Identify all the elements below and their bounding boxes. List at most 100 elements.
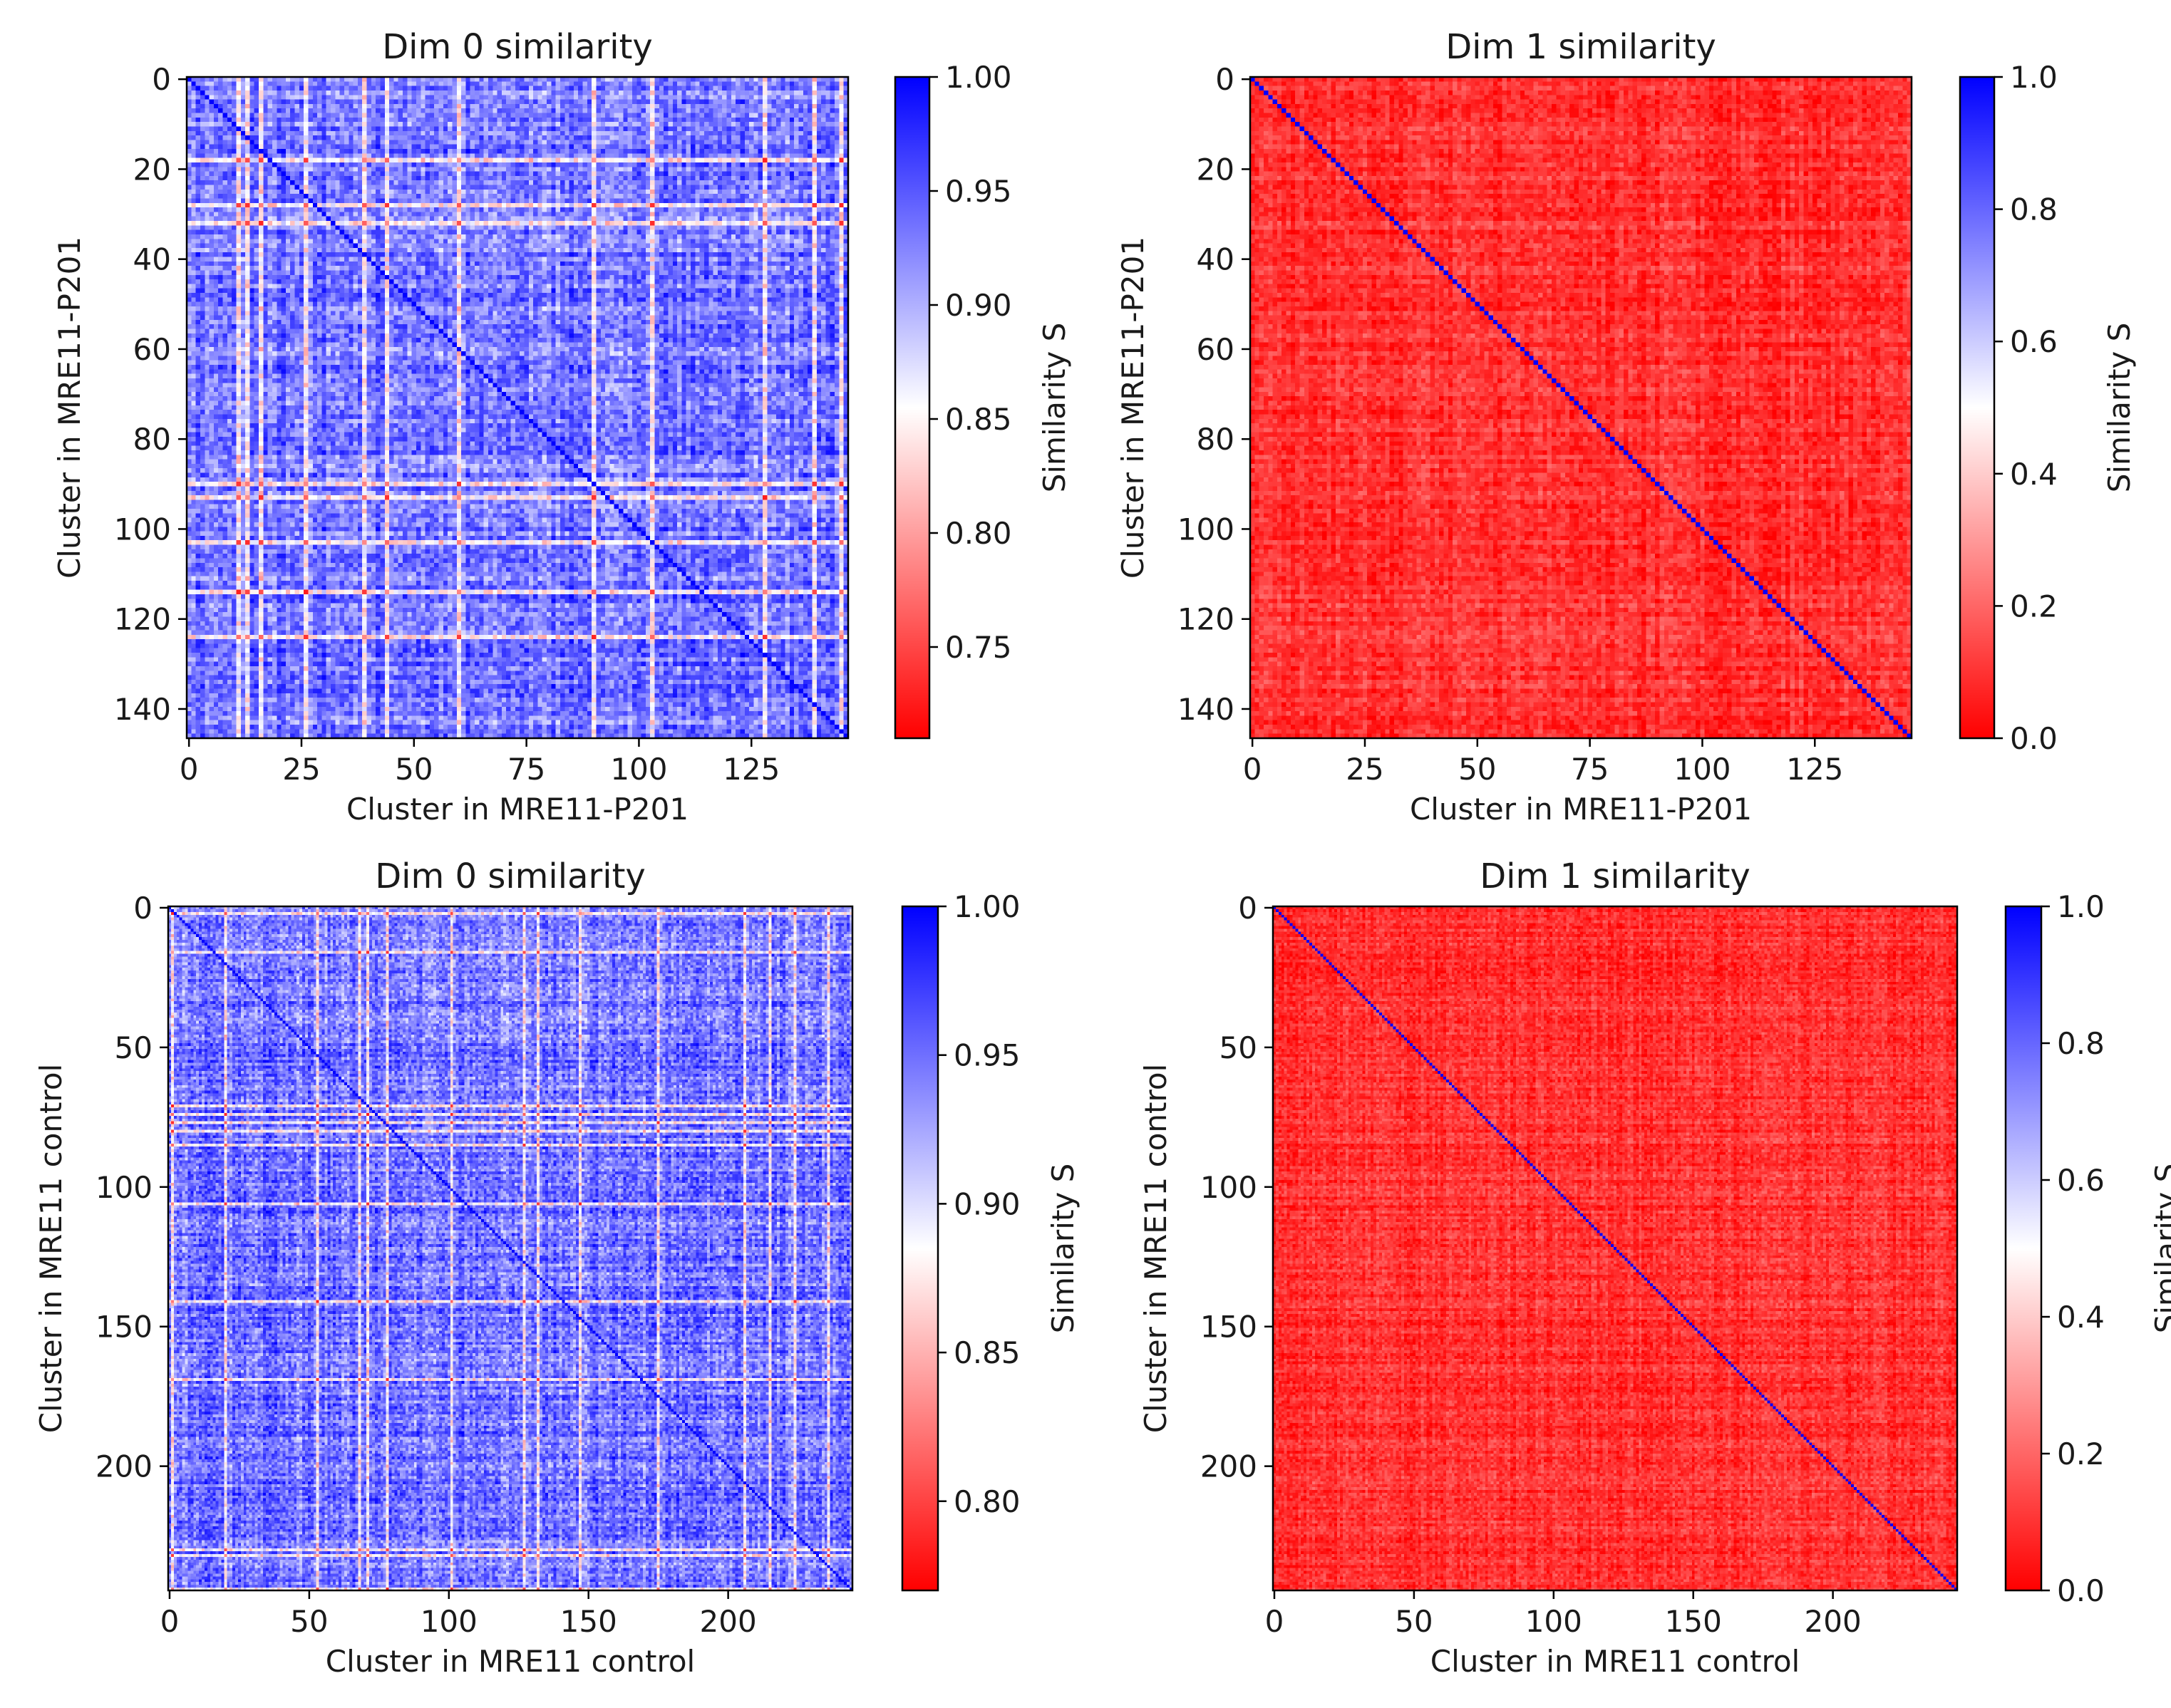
colorbar-label: Similarity S bbox=[2149, 1164, 2171, 1334]
y-tick-label: 60 bbox=[1197, 332, 1234, 367]
colorbar-tick-label: 1.0 bbox=[2057, 889, 2105, 924]
y-tick-label: 40 bbox=[1197, 242, 1234, 277]
colorbar-tick-label: 1.00 bbox=[954, 889, 1021, 924]
chart-title: Dim 1 similarity bbox=[1445, 27, 1716, 67]
colorbar-tick-label: 1.00 bbox=[945, 60, 1012, 95]
x-tick-label: 0 bbox=[1265, 1604, 1284, 1639]
colorbar-tick-label: 0.95 bbox=[954, 1038, 1021, 1073]
x-tick-label: 0 bbox=[160, 1604, 180, 1639]
colorbar-tick-label: 0.0 bbox=[2010, 721, 2058, 756]
chart-title: Dim 1 similarity bbox=[1480, 856, 1750, 896]
heatmap-panel-2: Dim 0 similarity 0 50 100 150 200 0 50 100 150 200… bbox=[33, 856, 1081, 1679]
y-tick-label: 20 bbox=[133, 152, 171, 187]
x-tick-label: 25 bbox=[282, 752, 320, 787]
heatmap-cells bbox=[1250, 77, 1912, 738]
x-tick-label: 200 bbox=[700, 1604, 757, 1639]
colorbar-tick-label: 0.0 bbox=[2057, 1573, 2105, 1608]
colorbar-tick-label: 0.2 bbox=[2010, 589, 2058, 623]
heatmap-panel-1: Dim 1 similarity 0 25 50 75 100 125 0 20 40 60 80 10… bbox=[1115, 27, 2137, 827]
y-tick-label: 140 bbox=[114, 692, 171, 727]
x-axis-label: Cluster in MRE11-P201 bbox=[346, 792, 689, 827]
y-tick-label: 150 bbox=[1200, 1310, 1257, 1345]
colorbar-tick-label: 0.80 bbox=[945, 516, 1012, 551]
x-tick-label: 0 bbox=[1243, 752, 1262, 787]
x-axis-label: Cluster in MRE11-P201 bbox=[1410, 792, 1752, 827]
x-tick-label: 0 bbox=[180, 752, 199, 787]
heatmap-cells bbox=[187, 77, 848, 738]
heatmap-cells bbox=[1273, 906, 1957, 1590]
x-axis-label: Cluster in MRE11 control bbox=[326, 1644, 695, 1679]
x-tick-label: 50 bbox=[1395, 1604, 1433, 1639]
y-axis-label: Cluster in MRE11-P201 bbox=[1115, 237, 1150, 579]
y-tick-label: 0 bbox=[133, 891, 153, 926]
colorbar-label: Similarity S bbox=[1046, 1164, 1081, 1334]
x-tick-label: 75 bbox=[507, 752, 545, 787]
colorbar-tick-label: 0.6 bbox=[2057, 1163, 2105, 1198]
x-tick-label: 25 bbox=[1346, 752, 1383, 787]
colorbar-tick-label: 0.4 bbox=[2010, 457, 2058, 492]
x-tick-label: 125 bbox=[1786, 752, 1843, 787]
y-tick-label: 20 bbox=[1197, 152, 1234, 187]
colorbar-tick-label: 0.75 bbox=[945, 630, 1012, 665]
x-tick-label: 50 bbox=[290, 1604, 328, 1639]
heatmap-cells bbox=[168, 906, 852, 1590]
x-tick-label: 150 bbox=[560, 1604, 617, 1639]
y-tick-label: 50 bbox=[1219, 1030, 1257, 1065]
plot-frame bbox=[1272, 905, 1959, 1592]
chart-title: Dim 0 similarity bbox=[382, 27, 653, 67]
x-tick-label: 100 bbox=[421, 1604, 478, 1639]
y-tick-label: 60 bbox=[133, 332, 171, 367]
y-axis-label: Cluster in MRE11 control bbox=[1138, 1064, 1173, 1433]
y-tick-label: 50 bbox=[115, 1030, 153, 1065]
x-tick-label: 100 bbox=[1674, 752, 1731, 787]
y-tick-label: 100 bbox=[114, 512, 171, 547]
plot-frame bbox=[185, 76, 850, 740]
y-axis-label: Cluster in MRE11 control bbox=[33, 1064, 68, 1433]
colorbar-tick-label: 0.90 bbox=[945, 288, 1012, 323]
y-tick-label: 150 bbox=[96, 1310, 153, 1345]
y-axis-label: Cluster in MRE11-P201 bbox=[52, 237, 87, 579]
x-tick-label: 150 bbox=[1665, 1604, 1722, 1639]
x-tick-label: 100 bbox=[610, 752, 667, 787]
plot-frame bbox=[1249, 76, 1913, 740]
colorbar-label: Similarity S bbox=[1037, 323, 1072, 493]
y-tick-label: 100 bbox=[96, 1170, 153, 1205]
y-tick-label: 0 bbox=[1238, 891, 1257, 926]
y-tick-label: 100 bbox=[1177, 512, 1234, 547]
y-tick-label: 120 bbox=[114, 602, 171, 637]
colorbar bbox=[894, 76, 931, 740]
y-tick-label: 200 bbox=[96, 1449, 153, 1484]
y-tick-label: 40 bbox=[133, 242, 171, 277]
x-tick-label: 50 bbox=[395, 752, 433, 787]
x-axis-label: Cluster in MRE11 control bbox=[1430, 1644, 1800, 1679]
colorbar-tick-label: 0.8 bbox=[2010, 192, 2058, 227]
colorbar bbox=[2004, 905, 2043, 1592]
y-tick-label: 0 bbox=[1215, 62, 1234, 97]
colorbar-tick-label: 0.4 bbox=[2057, 1300, 2105, 1335]
chart-title: Dim 0 similarity bbox=[375, 856, 646, 896]
colorbar-tick-label: 0.85 bbox=[954, 1335, 1021, 1370]
x-tick-label: 100 bbox=[1525, 1604, 1582, 1639]
heatmap-panel-3: Dim 1 similarity 0 50 100 150 200 0 50 100 150 200… bbox=[1138, 856, 2171, 1679]
colorbar-label: Similarity S bbox=[2102, 323, 2137, 493]
heatmap-panel-0: Dim 0 similarity 0 25 50 75 100 125 0 20 40 60 80 10… bbox=[52, 27, 1072, 827]
x-tick-label: 75 bbox=[1571, 752, 1609, 787]
x-tick-label: 50 bbox=[1458, 752, 1496, 787]
x-tick-label: 125 bbox=[723, 752, 780, 787]
colorbar bbox=[901, 905, 939, 1592]
y-tick-label: 120 bbox=[1177, 602, 1234, 637]
y-tick-label: 80 bbox=[133, 422, 171, 457]
colorbar-tick-label: 0.80 bbox=[954, 1484, 1021, 1519]
colorbar-tick-label: 0.90 bbox=[954, 1186, 1021, 1221]
plot-frame bbox=[167, 905, 854, 1592]
x-tick-label: 200 bbox=[1805, 1604, 1862, 1639]
colorbar-tick-label: 0.2 bbox=[2057, 1437, 2105, 1471]
y-tick-label: 100 bbox=[1200, 1170, 1257, 1205]
colorbar-tick-label: 1.0 bbox=[2010, 60, 2058, 95]
colorbar-tick-label: 0.85 bbox=[945, 402, 1012, 437]
colorbar bbox=[1959, 76, 1996, 740]
colorbar-tick-label: 0.8 bbox=[2057, 1026, 2105, 1061]
colorbar-tick-label: 0.95 bbox=[945, 174, 1012, 209]
y-tick-label: 0 bbox=[152, 62, 171, 97]
